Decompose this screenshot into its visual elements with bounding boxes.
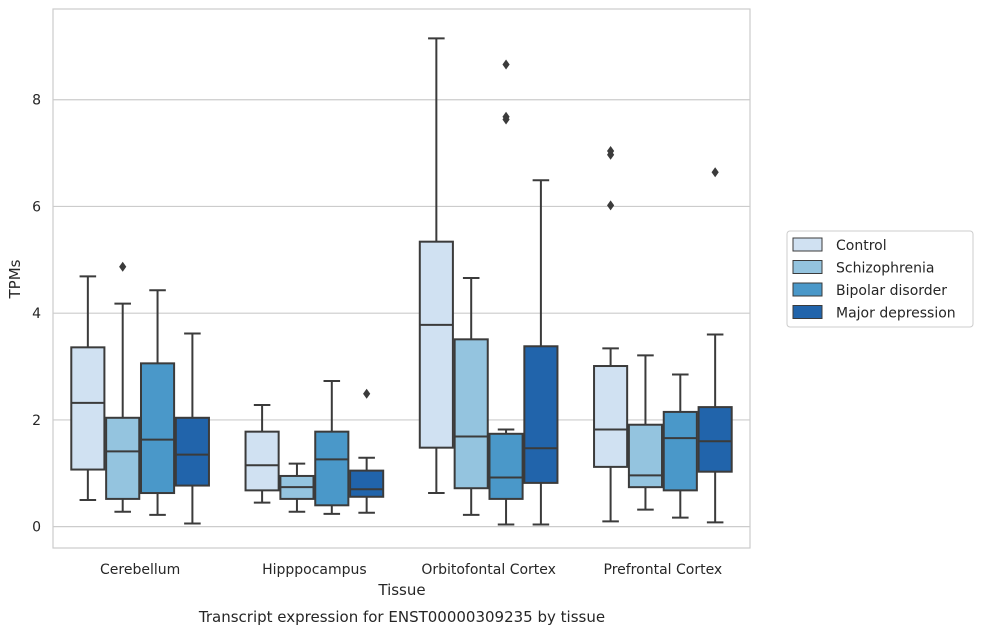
iqr-box	[697, 406, 733, 473]
iqr-box	[418, 240, 454, 449]
box-0-0	[70, 275, 106, 501]
box-groups	[70, 37, 733, 526]
box-1-3	[349, 388, 385, 514]
iqr-box	[349, 469, 385, 498]
iqr-box	[105, 416, 141, 500]
iqr-box	[523, 345, 559, 484]
box-1-0	[244, 403, 280, 504]
iqr-box	[174, 416, 210, 487]
iqr-box	[244, 430, 280, 492]
x-tick-label: Orbitofontal Cortex	[421, 562, 556, 578]
legend-label: Bipolar disorder	[836, 283, 947, 299]
iqr-box	[139, 362, 176, 495]
iqr-box	[314, 430, 350, 507]
box-2-2	[488, 59, 524, 526]
y-tick-label: 6	[32, 199, 41, 215]
legend-swatch	[792, 237, 823, 252]
iqr-box	[662, 410, 698, 492]
x-tick-label: Cerebellum	[100, 562, 180, 578]
box-2-3	[523, 179, 559, 526]
box-1-1	[279, 462, 315, 513]
x-axis-ticks: Cerebellum Hipppocampus Orbitofontal Corte…	[100, 562, 722, 578]
iqr-box	[593, 365, 629, 468]
legend-swatch	[792, 260, 823, 274]
box-0-3	[174, 332, 210, 525]
plot-area-frame	[52, 8, 751, 549]
outlier-point	[502, 111, 510, 122]
legend-frame	[786, 230, 974, 328]
box-1-2	[314, 379, 350, 515]
box-3-2	[662, 373, 698, 519]
outlier-point	[711, 167, 719, 178]
x-axis-label: Tissue	[377, 581, 425, 599]
box-0-1	[105, 261, 141, 513]
iqr-box	[453, 338, 489, 490]
legend-items: Control Schizophrenia Bipolar disorder Majo…	[792, 237, 956, 322]
legend-swatch	[792, 282, 823, 297]
box-2-0	[418, 37, 454, 495]
legend-label: Schizophrenia	[836, 261, 934, 277]
iqr-box	[488, 432, 524, 500]
y-tick-label: 0	[32, 520, 41, 536]
outlier-point	[607, 145, 615, 156]
box-3-3	[697, 167, 733, 524]
iqr-box	[627, 423, 664, 489]
iqr-box	[70, 346, 106, 471]
y-axis-ticks: 0 2 4 6 8	[32, 93, 41, 536]
legend: Control Schizophrenia Bipolar disorder Majo…	[786, 230, 974, 328]
outlier-point	[363, 388, 371, 399]
y-tick-label: 4	[32, 306, 41, 322]
y-axis-label: TPMs	[6, 259, 24, 299]
x-tick-label: Hipppocampus	[262, 562, 367, 578]
y-tick-label: 8	[32, 93, 41, 109]
outlier-point	[502, 59, 510, 70]
box-0-2	[139, 289, 176, 516]
outlier-point	[607, 200, 615, 211]
box-3-1	[627, 354, 664, 511]
legend-label: Control	[836, 238, 887, 254]
outlier-point	[119, 261, 127, 272]
chart-caption: Transcript expression for ENST0000030923…	[198, 608, 605, 626]
legend-swatch	[792, 305, 823, 319]
box-2-1	[453, 276, 489, 516]
legend-label: Major depression	[836, 306, 956, 322]
y-tick-label: 2	[32, 413, 41, 429]
x-tick-label: Prefrontal Cortex	[604, 562, 723, 578]
box-3-0	[593, 145, 629, 523]
